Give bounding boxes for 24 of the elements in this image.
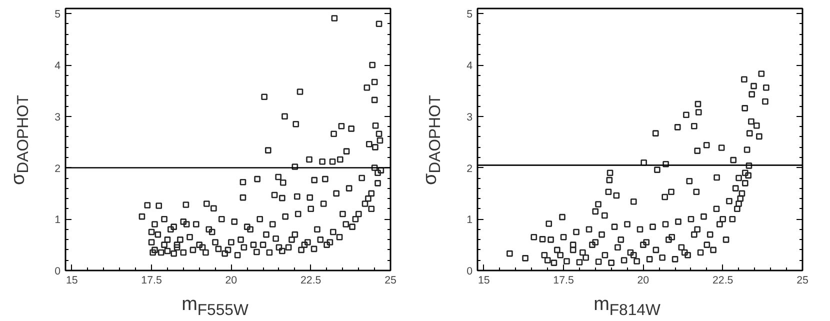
y-tick-label: 1 — [54, 214, 61, 226]
x-tick-label: 15 — [66, 274, 78, 286]
y-tick-label: 3 — [466, 111, 473, 124]
y-tick-label: 4 — [466, 60, 473, 72]
y-tick-label: 2 — [466, 162, 473, 175]
x-tick-label: 20 — [225, 274, 238, 286]
x-axis-title: m$_{F814W}$ — [594, 293, 660, 321]
x-tick-label: 17.5 — [553, 274, 574, 286]
y-tick-label: 2 — [54, 162, 61, 175]
x-tick-label: 22.5 — [712, 274, 734, 286]
y-tick-label: 5 — [466, 8, 473, 21]
y-tick-label: 4 — [54, 60, 61, 72]
x-axis-title: m$_{F555W}$ — [182, 293, 248, 321]
y-tick-label: 0 — [466, 266, 473, 278]
x-tick-label: 22.5 — [300, 274, 322, 286]
x-tick-label: 25 — [796, 274, 808, 286]
x-tick-label: 15 — [478, 274, 490, 286]
y-tick-label: 0 — [54, 266, 61, 278]
x-tick-label: 25 — [384, 274, 396, 286]
y-tick-label: 3 — [54, 111, 61, 124]
y-tick-label: 1 — [466, 214, 473, 226]
x-tick-label: 17.5 — [141, 274, 162, 286]
y-tick-label: 5 — [54, 8, 61, 21]
x-tick-label: 20 — [637, 274, 650, 286]
